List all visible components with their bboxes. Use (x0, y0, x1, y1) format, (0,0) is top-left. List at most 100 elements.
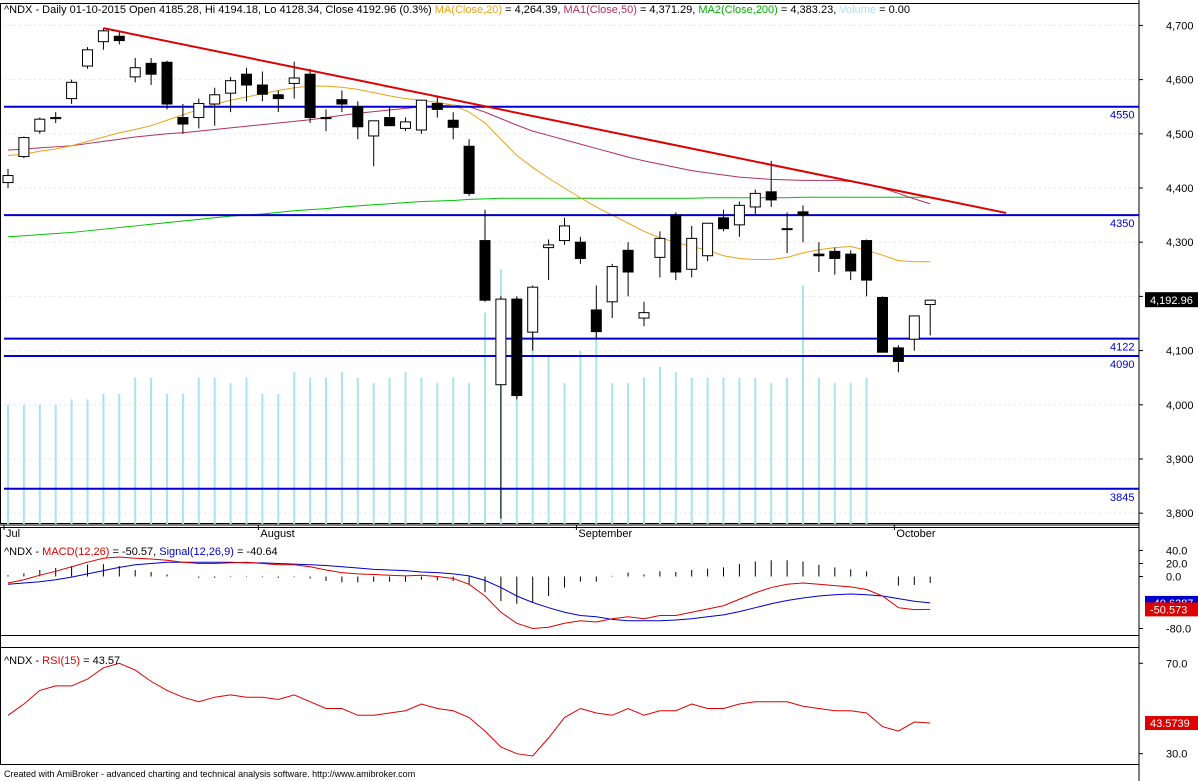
candle-body-bear (447, 119, 459, 128)
macd-y-tick-label: -80.0 (1166, 624, 1191, 636)
rsi-line (7, 662, 931, 757)
candle-body-bear (861, 240, 873, 281)
candle-body-bull (50, 117, 62, 120)
candle-body-bear (590, 309, 602, 333)
rsi-y-tick-label: 70.0 (1166, 658, 1187, 670)
price-y-tick-label: 4,600 (1166, 75, 1194, 87)
rsi-prefix: ^NDX - (4, 655, 40, 667)
candle-body-bear (177, 117, 189, 125)
candle-body-bull (527, 286, 539, 333)
rsi-value: = 43.57 (83, 655, 121, 667)
volume-label: Volume (839, 4, 877, 16)
candle-body-bull (686, 237, 698, 270)
candle-body-bear (892, 347, 904, 362)
macd-label: MACD(12,26) (42, 546, 110, 558)
macd-value: = -50.57, (112, 546, 157, 558)
price-y-tick-label: 4,100 (1166, 346, 1194, 358)
price-y-tick-label: 4,400 (1166, 183, 1194, 195)
macd-y-tick-label: 0.0 (1166, 572, 1181, 584)
x-axis-label: September (578, 528, 632, 540)
candle-body-bear (765, 191, 777, 201)
candle-body-bull (193, 102, 205, 119)
candle-body-bear (574, 241, 586, 259)
rsi-y-tick-label: 30.0 (1166, 749, 1187, 761)
signal-value: = -40.64 (236, 546, 278, 558)
macd-y-tick-label: 20.0 (1166, 559, 1187, 571)
candle-body-bull (733, 204, 745, 226)
candle-body-bull (66, 81, 78, 100)
macd-value-box (1145, 602, 1198, 617)
candle-body-bear (304, 73, 316, 119)
level-label: 4350 (1110, 218, 1134, 230)
candle-body-bear (877, 296, 888, 353)
candle-body-bear (272, 94, 284, 100)
candle-body-bear (256, 84, 268, 95)
volume-value: = 0.00 (879, 4, 910, 16)
candle-body-bull (702, 222, 714, 257)
signal-line (7, 561, 931, 622)
level-label: 3845 (1110, 492, 1134, 504)
candle-body-bull (368, 120, 380, 137)
candle-body-bull (288, 77, 300, 84)
candle-body-bear (161, 61, 173, 105)
candle-body-bear (320, 117, 332, 120)
price-y-tick-label: 3,900 (1166, 454, 1194, 466)
candle-body-bear (352, 106, 364, 128)
candle-body-bull (638, 312, 650, 319)
rsi-value-label: 43.5739 (1150, 718, 1190, 730)
candle-body-bull (400, 121, 411, 129)
rsi-header: ^NDX - RSI(15) = 43.57 (4, 655, 120, 667)
candle-body-bear (145, 62, 157, 75)
level-label: 4122 (1110, 342, 1134, 354)
rsi-value-box (1145, 716, 1198, 731)
candle-body-bull (654, 237, 666, 258)
ma50-value: = 4,371.29, (639, 4, 696, 16)
signal-label: Signal(12,26,9) (159, 546, 234, 558)
candle-body-bear (718, 217, 729, 230)
last-price-box (1145, 292, 1198, 308)
candle-body-bull (908, 315, 920, 340)
symbol-info: ^NDX - Daily 01-10-2015 Open 4185.28, Hi… (4, 4, 432, 16)
price-y-tick-label: 4,700 (1166, 20, 1194, 32)
candle-body-bear (479, 240, 491, 301)
candle-body-bear (622, 249, 634, 273)
ma20-value: = 4,264.39, (505, 4, 561, 16)
ma20-label: MA(Close,20) (434, 4, 503, 16)
candle-body-bull (543, 244, 555, 249)
price-y-tick-label: 4,300 (1166, 237, 1194, 249)
candle-body-bull (924, 299, 936, 306)
candle-body-bull (606, 266, 618, 303)
candle-body-bull (82, 49, 93, 67)
candle-body-bear (384, 117, 396, 127)
candle-body-bull (18, 137, 30, 158)
candle-body-bear (829, 250, 841, 259)
macd-prefix: ^NDX - (4, 546, 40, 558)
candle-body-bull (495, 298, 507, 386)
candle-body-bear (336, 99, 348, 105)
rsi-pane-frame (0, 635, 1140, 765)
candle-body-bear (463, 145, 475, 194)
price-y-tick-label: 4,000 (1166, 400, 1194, 412)
footer-credit: Created with AmiBroker - advanced charti… (4, 769, 416, 779)
ma200-line (7, 196, 931, 238)
candle-body-bear (113, 35, 125, 42)
last-price-label: 4,192.96 (1150, 295, 1193, 307)
candle-body-bull (34, 118, 46, 132)
price-y-tick-label: 4,500 (1166, 129, 1194, 141)
trendline (103, 27, 1007, 214)
candle-body-bull (2, 175, 14, 184)
ma50-label: MA1(Close,50) (563, 4, 637, 16)
candle-body-bull (559, 225, 570, 242)
rsi-label: RSI(15) (42, 655, 81, 667)
macd-value-label: -50.573 (1150, 604, 1187, 616)
candle-body-bear (813, 253, 825, 257)
candle-body-bull (781, 228, 793, 231)
candle-body-bull (225, 80, 237, 94)
level-label: 4090 (1110, 359, 1134, 371)
candle-body-bull (749, 192, 761, 208)
price-y-tick-label: 3,800 (1166, 508, 1194, 520)
candle-body-bear (431, 102, 443, 110)
candle-body-bear (670, 214, 682, 273)
candle-body-bull (97, 30, 109, 43)
